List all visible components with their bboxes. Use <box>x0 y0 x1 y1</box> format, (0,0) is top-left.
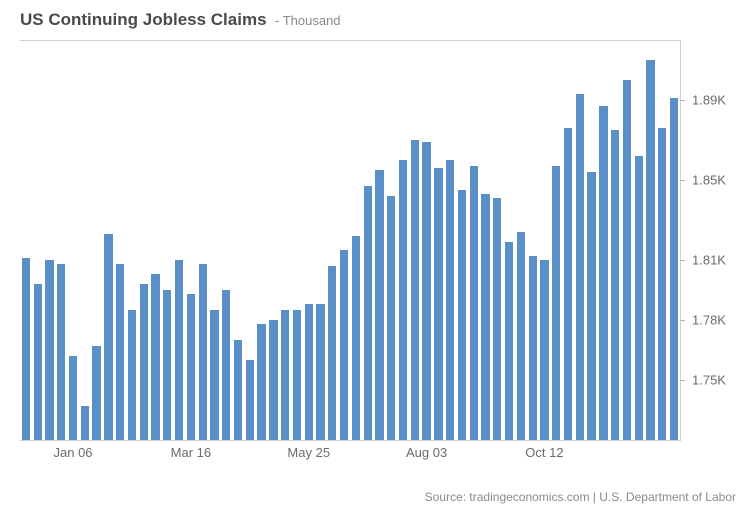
bar <box>529 256 537 440</box>
bar <box>246 360 254 440</box>
bar <box>257 324 265 440</box>
x-axis-label: May 25 <box>287 445 330 460</box>
y-axis-label: 1.75K <box>692 373 726 388</box>
bar <box>163 290 171 440</box>
y-axis-label: 1.85K <box>692 173 726 188</box>
bar <box>658 128 666 440</box>
bar <box>175 260 183 440</box>
x-axis-label: Mar 16 <box>171 445 211 460</box>
bar <box>611 130 619 440</box>
bar <box>293 310 301 440</box>
x-axis-label: Jan 06 <box>54 445 93 460</box>
bar <box>505 242 513 440</box>
bar <box>128 310 136 440</box>
plot-border-bottom <box>20 440 680 441</box>
y-axis-label: 1.78K <box>692 313 726 328</box>
y-axis-label: 1.81K <box>692 253 726 268</box>
chart-container: US Continuing Jobless Claims - Thousand … <box>0 0 750 512</box>
bar <box>576 94 584 440</box>
y-axis-tick <box>680 180 685 181</box>
bar <box>328 266 336 440</box>
y-axis-tick <box>680 320 685 321</box>
bar <box>587 172 595 440</box>
bar <box>375 170 383 440</box>
bar <box>540 260 548 440</box>
bar <box>340 250 348 440</box>
bar <box>305 304 313 440</box>
bar <box>411 140 419 440</box>
bar <box>458 190 466 440</box>
bar <box>222 290 230 440</box>
y-axis-tick <box>680 100 685 101</box>
chart-title-row: US Continuing Jobless Claims - Thousand <box>20 10 341 30</box>
bar <box>210 310 218 440</box>
bar <box>22 258 30 440</box>
bar <box>646 60 654 440</box>
bar <box>670 98 678 440</box>
source-attribution: Source: tradingeconomics.com | U.S. Depa… <box>425 490 736 504</box>
bar <box>92 346 100 440</box>
bar <box>187 294 195 440</box>
bar <box>623 80 631 440</box>
bar <box>234 340 242 440</box>
plot-inner <box>20 40 680 440</box>
bar <box>151 274 159 440</box>
bar <box>104 234 112 440</box>
y-axis-tick <box>680 260 685 261</box>
bar <box>399 160 407 440</box>
bar <box>481 194 489 440</box>
bar <box>422 142 430 440</box>
bar <box>45 260 53 440</box>
bar <box>470 166 478 440</box>
chart-title: US Continuing Jobless Claims <box>20 10 267 29</box>
bar <box>635 156 643 440</box>
bar <box>140 284 148 440</box>
bar <box>387 196 395 440</box>
bar <box>281 310 289 440</box>
bar <box>493 198 501 440</box>
bar <box>81 406 89 440</box>
bar <box>57 264 65 440</box>
bar <box>364 186 372 440</box>
bars-group <box>20 40 680 440</box>
chart-subtitle: - Thousand <box>275 13 341 28</box>
bar <box>34 284 42 440</box>
y-axis-label: 1.89K <box>692 93 726 108</box>
bar <box>199 264 207 440</box>
plot-area: Jan 06Mar 16May 25Aug 03Oct 12 1.75K1.78… <box>20 40 680 460</box>
bar <box>69 356 77 440</box>
y-axis-tick <box>680 380 685 381</box>
bar <box>116 264 124 440</box>
bar <box>552 166 560 440</box>
bar <box>564 128 572 440</box>
x-axis-label: Oct 12 <box>525 445 563 460</box>
bar <box>434 168 442 440</box>
bar <box>316 304 324 440</box>
bar <box>352 236 360 440</box>
bar <box>517 232 525 440</box>
bar <box>446 160 454 440</box>
x-axis-label: Aug 03 <box>406 445 447 460</box>
bar <box>599 106 607 440</box>
bar <box>269 320 277 440</box>
